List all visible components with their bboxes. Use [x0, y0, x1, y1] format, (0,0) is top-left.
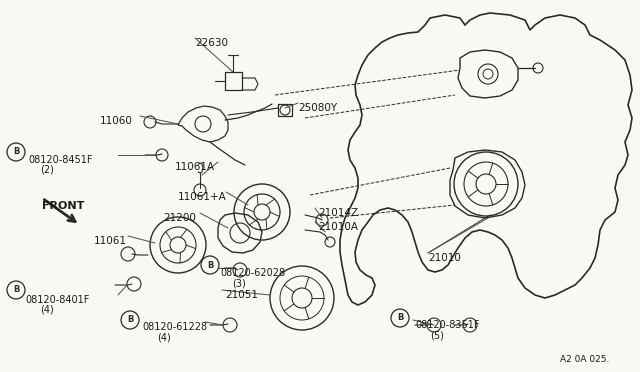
Text: 21051: 21051 — [225, 290, 258, 300]
Text: (2): (2) — [40, 165, 54, 175]
Text: B: B — [127, 315, 133, 324]
Text: 08120-8351F: 08120-8351F — [415, 320, 479, 330]
Text: 11061+A: 11061+A — [178, 192, 227, 202]
Text: (4): (4) — [157, 332, 171, 342]
Text: A2 0A 025.: A2 0A 025. — [560, 355, 609, 364]
Text: 11061A: 11061A — [175, 162, 215, 172]
Text: B: B — [207, 260, 213, 269]
Text: 21014Z: 21014Z — [318, 208, 358, 218]
Text: B: B — [13, 148, 19, 157]
Text: 21010A: 21010A — [318, 222, 358, 232]
Text: 22630: 22630 — [195, 38, 228, 48]
Text: 08120-61228: 08120-61228 — [142, 322, 207, 332]
Text: 25080Y: 25080Y — [298, 103, 337, 113]
Text: B: B — [13, 285, 19, 295]
Text: 08120-62028: 08120-62028 — [220, 268, 285, 278]
Text: (5): (5) — [430, 330, 444, 340]
Text: 08120-8401F: 08120-8401F — [25, 295, 90, 305]
Text: FRONT: FRONT — [42, 201, 84, 211]
Text: (4): (4) — [40, 305, 54, 315]
Text: 11060: 11060 — [100, 116, 133, 126]
Text: 08120-8451F: 08120-8451F — [28, 155, 93, 165]
Text: 21200: 21200 — [163, 213, 196, 223]
Text: 11061: 11061 — [94, 236, 127, 246]
Text: B: B — [397, 314, 403, 323]
Text: 21010: 21010 — [428, 253, 461, 263]
Text: (3): (3) — [232, 278, 246, 288]
